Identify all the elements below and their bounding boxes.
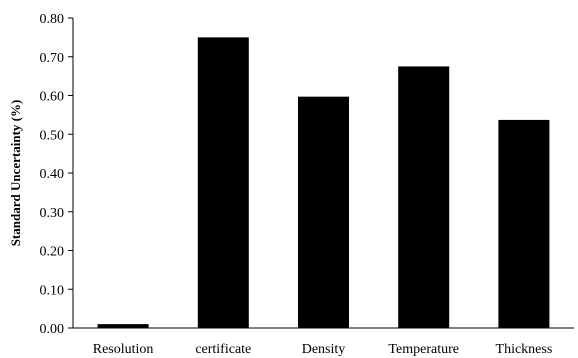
x-tick-label: Resolution: [93, 342, 154, 357]
y-tick-label: 0.70: [40, 51, 65, 66]
y-tick-label: 0.20: [40, 245, 65, 260]
y-ticks: 0.00 0.10 0.20 0.30 0.40 0.50 0.60 0.70 0.80: [40, 12, 73, 337]
y-tick-label: 0.50: [40, 128, 65, 143]
y-tick-label: 0.60: [40, 90, 65, 105]
bar-temperature: [398, 66, 450, 328]
x-tick-label: Temperature: [388, 342, 459, 357]
y-tick-label: 0.30: [40, 206, 65, 221]
bar-thickness: [498, 119, 550, 328]
y-axis-title: Standard Uncertainty (%): [8, 100, 23, 247]
bar-certificate: [197, 37, 249, 328]
x-tick-label: certificate: [195, 342, 251, 357]
bar-resolution: [97, 324, 149, 328]
y-tick-label: 0.00: [40, 322, 65, 337]
x-tick-labels: Resolution certificate Density Temperature T…: [93, 342, 553, 357]
y-tick-label: 0.80: [40, 12, 65, 27]
bar-density: [298, 96, 349, 328]
x-tick-label: Density: [302, 342, 346, 357]
x-tick-label: Thickness: [496, 342, 553, 357]
bars: [97, 37, 550, 328]
y-tick-label: 0.40: [40, 167, 65, 182]
y-tick-label: 0.10: [40, 283, 65, 298]
